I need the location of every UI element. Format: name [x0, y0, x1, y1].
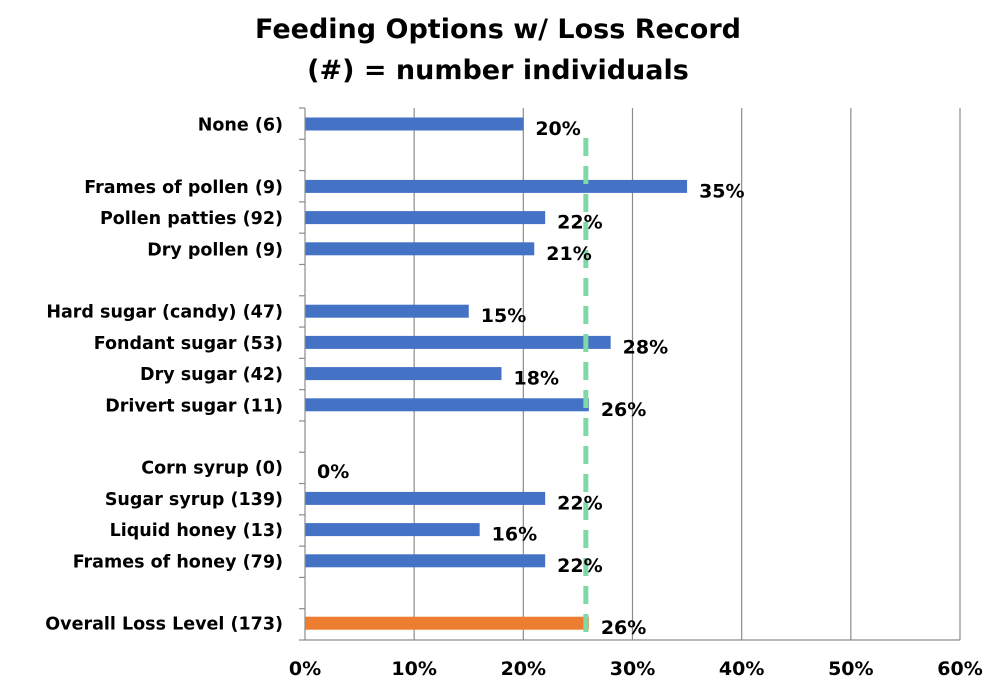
labels: 0% 10% 20% 30% 40% 50% 60% None (6) 20% Frames of…: [45, 116, 982, 681]
overall-bar: [305, 616, 589, 630]
data-label: 28%: [623, 336, 668, 358]
data-label: 15%: [481, 305, 526, 327]
bar: [305, 367, 502, 381]
category-label: Hard sugar (candy) (47): [46, 303, 283, 323]
bar: [305, 117, 524, 131]
data-label: 16%: [492, 524, 537, 546]
x-tick-label: 40%: [719, 658, 764, 680]
chart-subtitle: (#) = number individuals: [307, 55, 689, 86]
data-label: 21%: [546, 243, 591, 265]
data-label: 22%: [557, 555, 602, 577]
category-label: None (6): [198, 116, 283, 136]
category-label: Overall Loss Level (173): [45, 615, 283, 635]
bar: [305, 242, 535, 256]
category-label: Fondant sugar (53): [94, 334, 283, 354]
bar: [305, 554, 546, 568]
bar: [305, 304, 469, 318]
category-label: Frames of pollen (9): [84, 178, 283, 198]
category-label: Frames of honey (79): [73, 552, 283, 572]
axes: [299, 107, 960, 641]
category-label: Dry sugar (42): [140, 365, 283, 385]
bar: [305, 398, 589, 412]
x-tick-label: 10%: [391, 658, 436, 680]
bar: [305, 335, 611, 349]
category-label: Pollen patties (92): [100, 209, 283, 229]
data-label: 18%: [514, 368, 559, 390]
category-label: Sugar syrup (139): [105, 490, 283, 510]
x-tick-label: 60%: [937, 658, 982, 680]
category-label: Liquid honey (13): [110, 521, 283, 541]
x-tick-label: 50%: [828, 658, 873, 680]
data-label: 0%: [317, 461, 349, 483]
bar: [305, 179, 688, 193]
x-tick-label: 20%: [501, 658, 546, 680]
data-label: 26%: [601, 399, 646, 421]
bar: [305, 491, 546, 505]
chart-title: Feeding Options w/ Loss Record: [255, 14, 741, 45]
data-label: 22%: [557, 492, 602, 514]
data-label: 22%: [557, 212, 602, 234]
category-label: Drivert sugar (11): [105, 396, 283, 416]
category-label: Corn syrup (0): [141, 459, 283, 479]
data-label: 26%: [601, 617, 646, 639]
bar: [305, 211, 546, 225]
bar: [305, 523, 480, 537]
data-label: 35%: [699, 180, 744, 202]
bars: [305, 117, 688, 630]
x-tick-label: 30%: [610, 658, 655, 680]
data-label: 20%: [535, 118, 580, 140]
x-tick-label: 0%: [289, 658, 321, 680]
category-label: Dry pollen (9): [147, 240, 283, 260]
